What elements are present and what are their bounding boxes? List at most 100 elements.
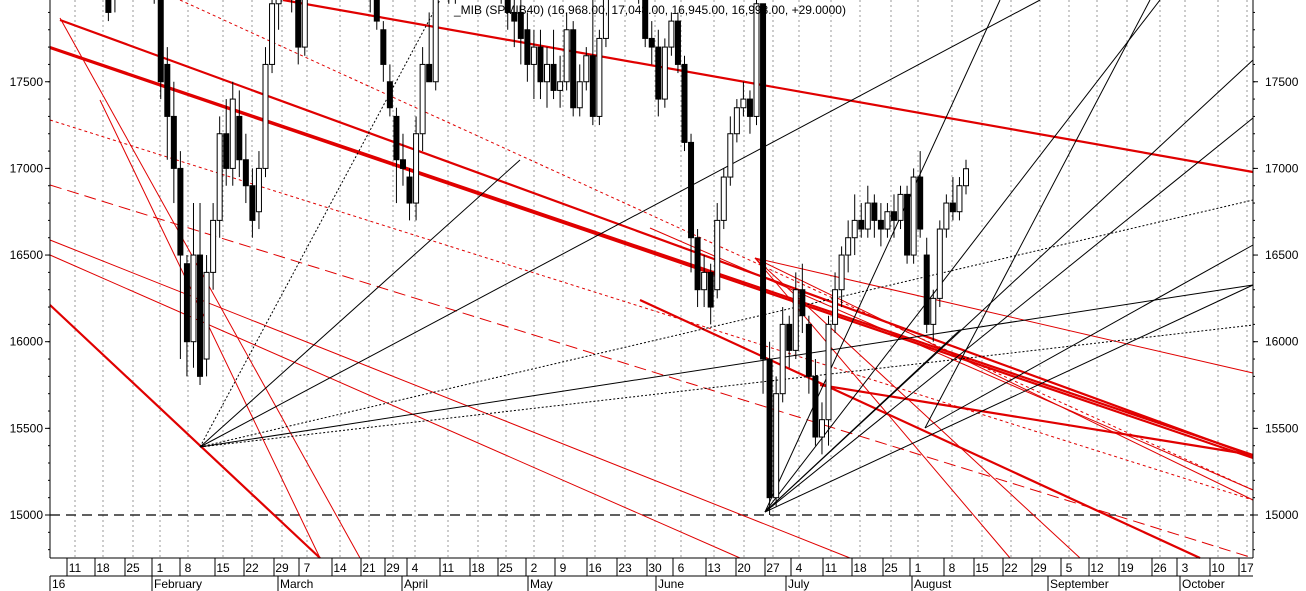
candle	[255, 151, 262, 230]
candle	[890, 194, 897, 238]
candle	[544, 47, 551, 108]
candle	[766, 341, 773, 515]
candle-body	[884, 211, 891, 230]
candle	[448, 0, 450, 4]
candle-body	[655, 46, 662, 100]
fan-line	[764, 0, 1001, 513]
x-day-label: 8	[949, 561, 956, 575]
candle	[295, 0, 302, 65]
channel-line	[59, 18, 1254, 458]
candle-body	[963, 168, 969, 187]
candle	[956, 177, 963, 221]
candle	[773, 376, 780, 507]
candle-body	[426, 63, 433, 83]
channel-line	[282, 0, 1254, 174]
y-tick-label: 17000	[1265, 161, 1299, 175]
candle	[504, 0, 511, 30]
x-day-label: 11	[825, 561, 838, 575]
candle-body	[537, 46, 544, 83]
candle	[236, 90, 243, 178]
candle	[701, 255, 708, 308]
x-day-label: 12	[1090, 561, 1104, 575]
candle	[818, 402, 825, 455]
candle-body	[602, 0, 609, 39]
candle	[720, 168, 727, 230]
candle	[524, 12, 531, 82]
x-day-label: 27	[766, 561, 780, 575]
candle	[799, 263, 806, 334]
candle-body	[897, 193, 904, 221]
y-tick-label: 17500	[1265, 75, 1299, 89]
x-day-label: 1	[157, 561, 164, 575]
candle	[157, 0, 164, 100]
candle-body	[714, 219, 721, 291]
channel-line	[49, 239, 851, 559]
candle-body	[530, 46, 537, 65]
candle	[386, 64, 393, 117]
candle	[694, 229, 701, 308]
candle	[153, 0, 155, 4]
candle-body	[432, 0, 439, 83]
candle	[714, 203, 721, 299]
candle-body	[223, 133, 230, 169]
candle-body	[890, 211, 897, 221]
candle-body	[504, 0, 511, 13]
candle	[550, 29, 557, 100]
x-month-label: August	[914, 577, 952, 591]
candle-body	[904, 193, 911, 256]
x-day-label: 29	[386, 561, 400, 575]
candle-body	[812, 375, 819, 438]
x-day-label: 15	[975, 561, 989, 575]
candle	[707, 263, 714, 325]
x-day-label: 9	[560, 561, 567, 575]
y-tick-label: 18000	[10, 0, 44, 2]
candle-body	[917, 176, 924, 230]
candle-body	[170, 115, 177, 169]
candle	[760, 3, 767, 394]
x-day-label: 2	[531, 561, 538, 575]
candle-body	[733, 107, 740, 135]
fan-line	[199, 199, 1254, 448]
channel-line	[649, 227, 1254, 491]
candle-body	[544, 63, 551, 83]
x-month-label: 16	[52, 577, 66, 591]
candle	[596, 29, 603, 126]
x-day-label: 8	[185, 561, 192, 575]
candle-body	[242, 159, 249, 187]
candle-body	[563, 29, 570, 83]
x-day-label: 25	[126, 561, 140, 575]
x-day-label: 13	[707, 561, 721, 575]
candle	[753, 0, 760, 126]
candle	[897, 185, 904, 230]
x-day-label: 1	[915, 561, 922, 575]
candle-body	[269, 3, 276, 65]
candle-body	[838, 254, 845, 291]
candle	[602, 0, 609, 48]
candle-body	[642, 0, 649, 39]
candle	[242, 133, 249, 204]
candle	[511, 0, 518, 48]
x-day-label: 3	[1182, 561, 1189, 575]
candle-body	[255, 167, 262, 213]
candle-body	[419, 63, 426, 135]
candle	[812, 359, 819, 446]
candle-body	[701, 271, 708, 291]
candle-body	[262, 63, 269, 169]
candle	[655, 29, 662, 117]
y-tick-label: 16500	[1265, 248, 1299, 262]
candle	[432, 0, 439, 91]
x-month-label: July	[788, 577, 809, 591]
candle-body	[236, 115, 243, 161]
candle-body	[694, 237, 701, 291]
candle	[779, 307, 786, 403]
channel-line	[99, 99, 321, 559]
x-day-label: 22	[1004, 561, 1018, 575]
channel-line	[59, 17, 361, 559]
candle	[216, 116, 223, 238]
candle	[183, 255, 190, 377]
candle	[262, 47, 269, 178]
candle-body	[413, 133, 420, 204]
candle-body	[596, 37, 603, 117]
channel-line	[754, 257, 1081, 559]
